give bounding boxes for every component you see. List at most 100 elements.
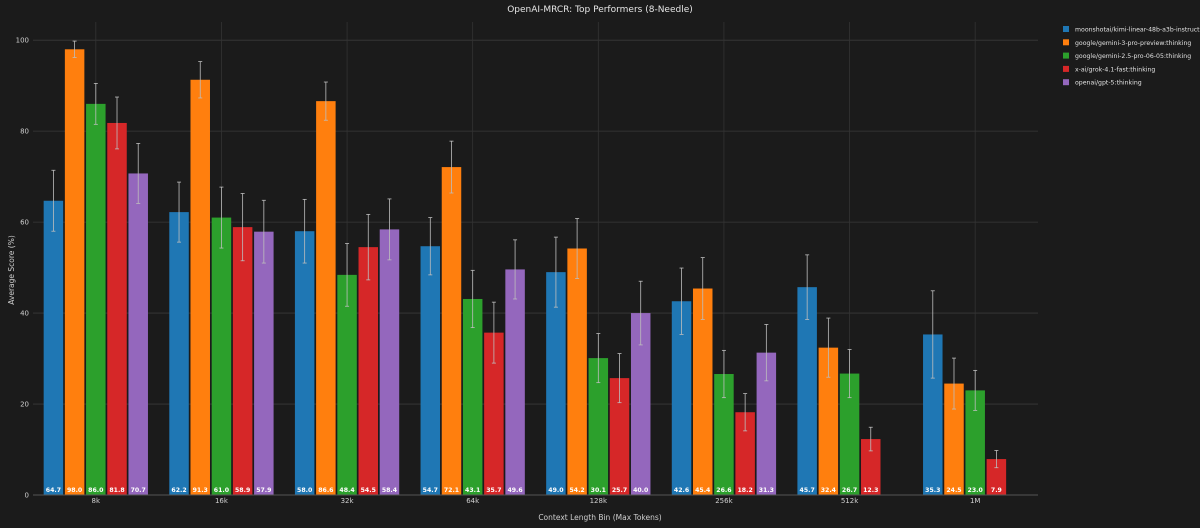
data-label: 26.6 xyxy=(716,487,731,494)
data-label: 58.0 xyxy=(297,487,313,494)
bar[interactable] xyxy=(420,246,441,495)
data-label: 42.6 xyxy=(674,487,689,494)
bar[interactable] xyxy=(714,374,734,495)
bar[interactable] xyxy=(818,347,839,495)
data-label: 45.7 xyxy=(800,487,815,494)
bar[interactable] xyxy=(86,103,106,495)
chart-title: OpenAI-MRCR: Top Performers (8-Needle) xyxy=(507,5,693,15)
x-tick-label: 512k xyxy=(841,497,859,505)
legend-swatch[interactable] xyxy=(1063,65,1069,72)
bar[interactable] xyxy=(441,167,462,495)
bar[interactable] xyxy=(294,231,315,495)
data-label: 54.7 xyxy=(423,487,438,494)
data-label: 43.1 xyxy=(465,487,480,494)
x-tick-label: 256k xyxy=(715,497,733,505)
bar[interactable] xyxy=(839,373,860,495)
bar[interactable] xyxy=(923,334,943,495)
data-label: 25.7 xyxy=(612,487,627,494)
legend-swatch[interactable] xyxy=(1063,26,1069,32)
y-tick-label: 80 xyxy=(20,128,29,136)
bar[interactable] xyxy=(965,390,985,495)
bar[interactable] xyxy=(64,49,85,496)
data-label: 86.0 xyxy=(88,487,104,494)
legend-swatch[interactable] xyxy=(1063,52,1069,59)
x-tick-label: 128k xyxy=(590,497,608,505)
bar[interactable] xyxy=(797,287,817,495)
data-label: 62.2 xyxy=(171,487,186,494)
data-label: 58.4 xyxy=(382,487,398,494)
bar[interactable] xyxy=(211,217,232,495)
bar[interactable] xyxy=(358,247,379,495)
data-label: 58.9 xyxy=(235,487,250,494)
x-tick-label: 16k xyxy=(215,497,229,505)
bar[interactable] xyxy=(337,274,357,495)
bar[interactable] xyxy=(379,229,400,495)
bar[interactable] xyxy=(735,412,755,495)
bar[interactable] xyxy=(756,352,777,495)
y-tick-label: 100 xyxy=(16,37,29,45)
x-tick-label: 64k xyxy=(466,497,480,505)
data-label: 12.3 xyxy=(863,487,878,494)
bar[interactable] xyxy=(190,79,210,496)
axis-layer: 0 20 40 60 80 100 8k 16k 32k 64k 128k 256k 512k 1M xyxy=(16,37,1038,505)
bar[interactable] xyxy=(630,313,651,495)
bar[interactable] xyxy=(692,288,713,495)
bar[interactable] xyxy=(861,439,881,495)
bar[interactable] xyxy=(609,378,630,495)
bar[interactable] xyxy=(128,173,148,495)
data-label: 72.1 xyxy=(444,487,459,494)
bar[interactable] xyxy=(462,298,483,495)
data-label: 40.0 xyxy=(633,487,649,494)
y-tick-label: 60 xyxy=(20,219,29,227)
bar[interactable] xyxy=(546,272,566,495)
data-label: 81.8 xyxy=(109,487,124,494)
y-tick-label: 40 xyxy=(20,310,29,318)
bar[interactable] xyxy=(316,101,336,495)
y-tick-label: 20 xyxy=(20,401,29,409)
data-label: 18.2 xyxy=(737,487,752,494)
legend-item-label[interactable]: moonshotai/kimi-linear-48b-a3b-instruct xyxy=(1075,27,1200,34)
y-tick-label: 0 xyxy=(25,492,29,500)
x-tick-label: 32k xyxy=(341,497,355,505)
data-label: 26.7 xyxy=(842,487,857,494)
bar[interactable] xyxy=(43,200,64,495)
bar[interactable] xyxy=(588,358,609,495)
data-label: 35.7 xyxy=(486,487,501,494)
legend[interactable]: moonshotai/kimi-linear-48b-a3b-instruct g… xyxy=(1063,26,1200,87)
data-label: 30.1 xyxy=(591,487,606,494)
data-label: 24.5 xyxy=(946,487,961,494)
bar[interactable] xyxy=(671,301,692,495)
bar[interactable] xyxy=(944,383,964,495)
legend-item-label[interactable]: google/gemini-2.5-pro-06-05:thinking xyxy=(1075,53,1191,60)
data-label: 98.0 xyxy=(67,487,83,494)
legend-item-label[interactable]: openai/gpt-5:thinking xyxy=(1075,80,1142,87)
bar[interactable] xyxy=(484,332,504,495)
bar[interactable] xyxy=(232,227,253,495)
legend-item-label[interactable]: x-ai/grok-4.1-fast:thinking xyxy=(1075,66,1155,73)
data-label: 86.6 xyxy=(318,487,333,494)
data-label: 57.9 xyxy=(256,487,271,494)
legend-swatch[interactable] xyxy=(1063,39,1069,46)
legend-swatch[interactable] xyxy=(1063,79,1069,86)
data-label: 48.4 xyxy=(339,487,355,494)
bars-layer: 64.7 62.2 58.0 54.7 49.0 42.6 45.7 35.3 98.0 91.3… xyxy=(43,40,1007,496)
data-label: 54.5 xyxy=(361,487,376,494)
bar[interactable] xyxy=(986,459,1007,495)
bar[interactable] xyxy=(505,269,525,495)
data-label: 70.7 xyxy=(131,487,146,494)
x-tick-label: 1M xyxy=(970,497,981,505)
bar[interactable] xyxy=(567,248,587,495)
data-label: 31.3 xyxy=(759,487,774,494)
data-label: 45.4 xyxy=(695,487,711,494)
bar[interactable] xyxy=(254,231,274,495)
x-tick-label: 8k xyxy=(92,497,101,505)
data-label: 54.2 xyxy=(569,487,584,494)
legend-item-label[interactable]: google/gemini-3-pro-preview:thinking xyxy=(1075,40,1191,47)
data-label: 35.3 xyxy=(925,487,940,494)
bar[interactable] xyxy=(169,212,189,495)
data-label: 32.4 xyxy=(821,487,837,494)
bar[interactable] xyxy=(107,122,127,495)
data-label: 64.7 xyxy=(46,487,61,494)
